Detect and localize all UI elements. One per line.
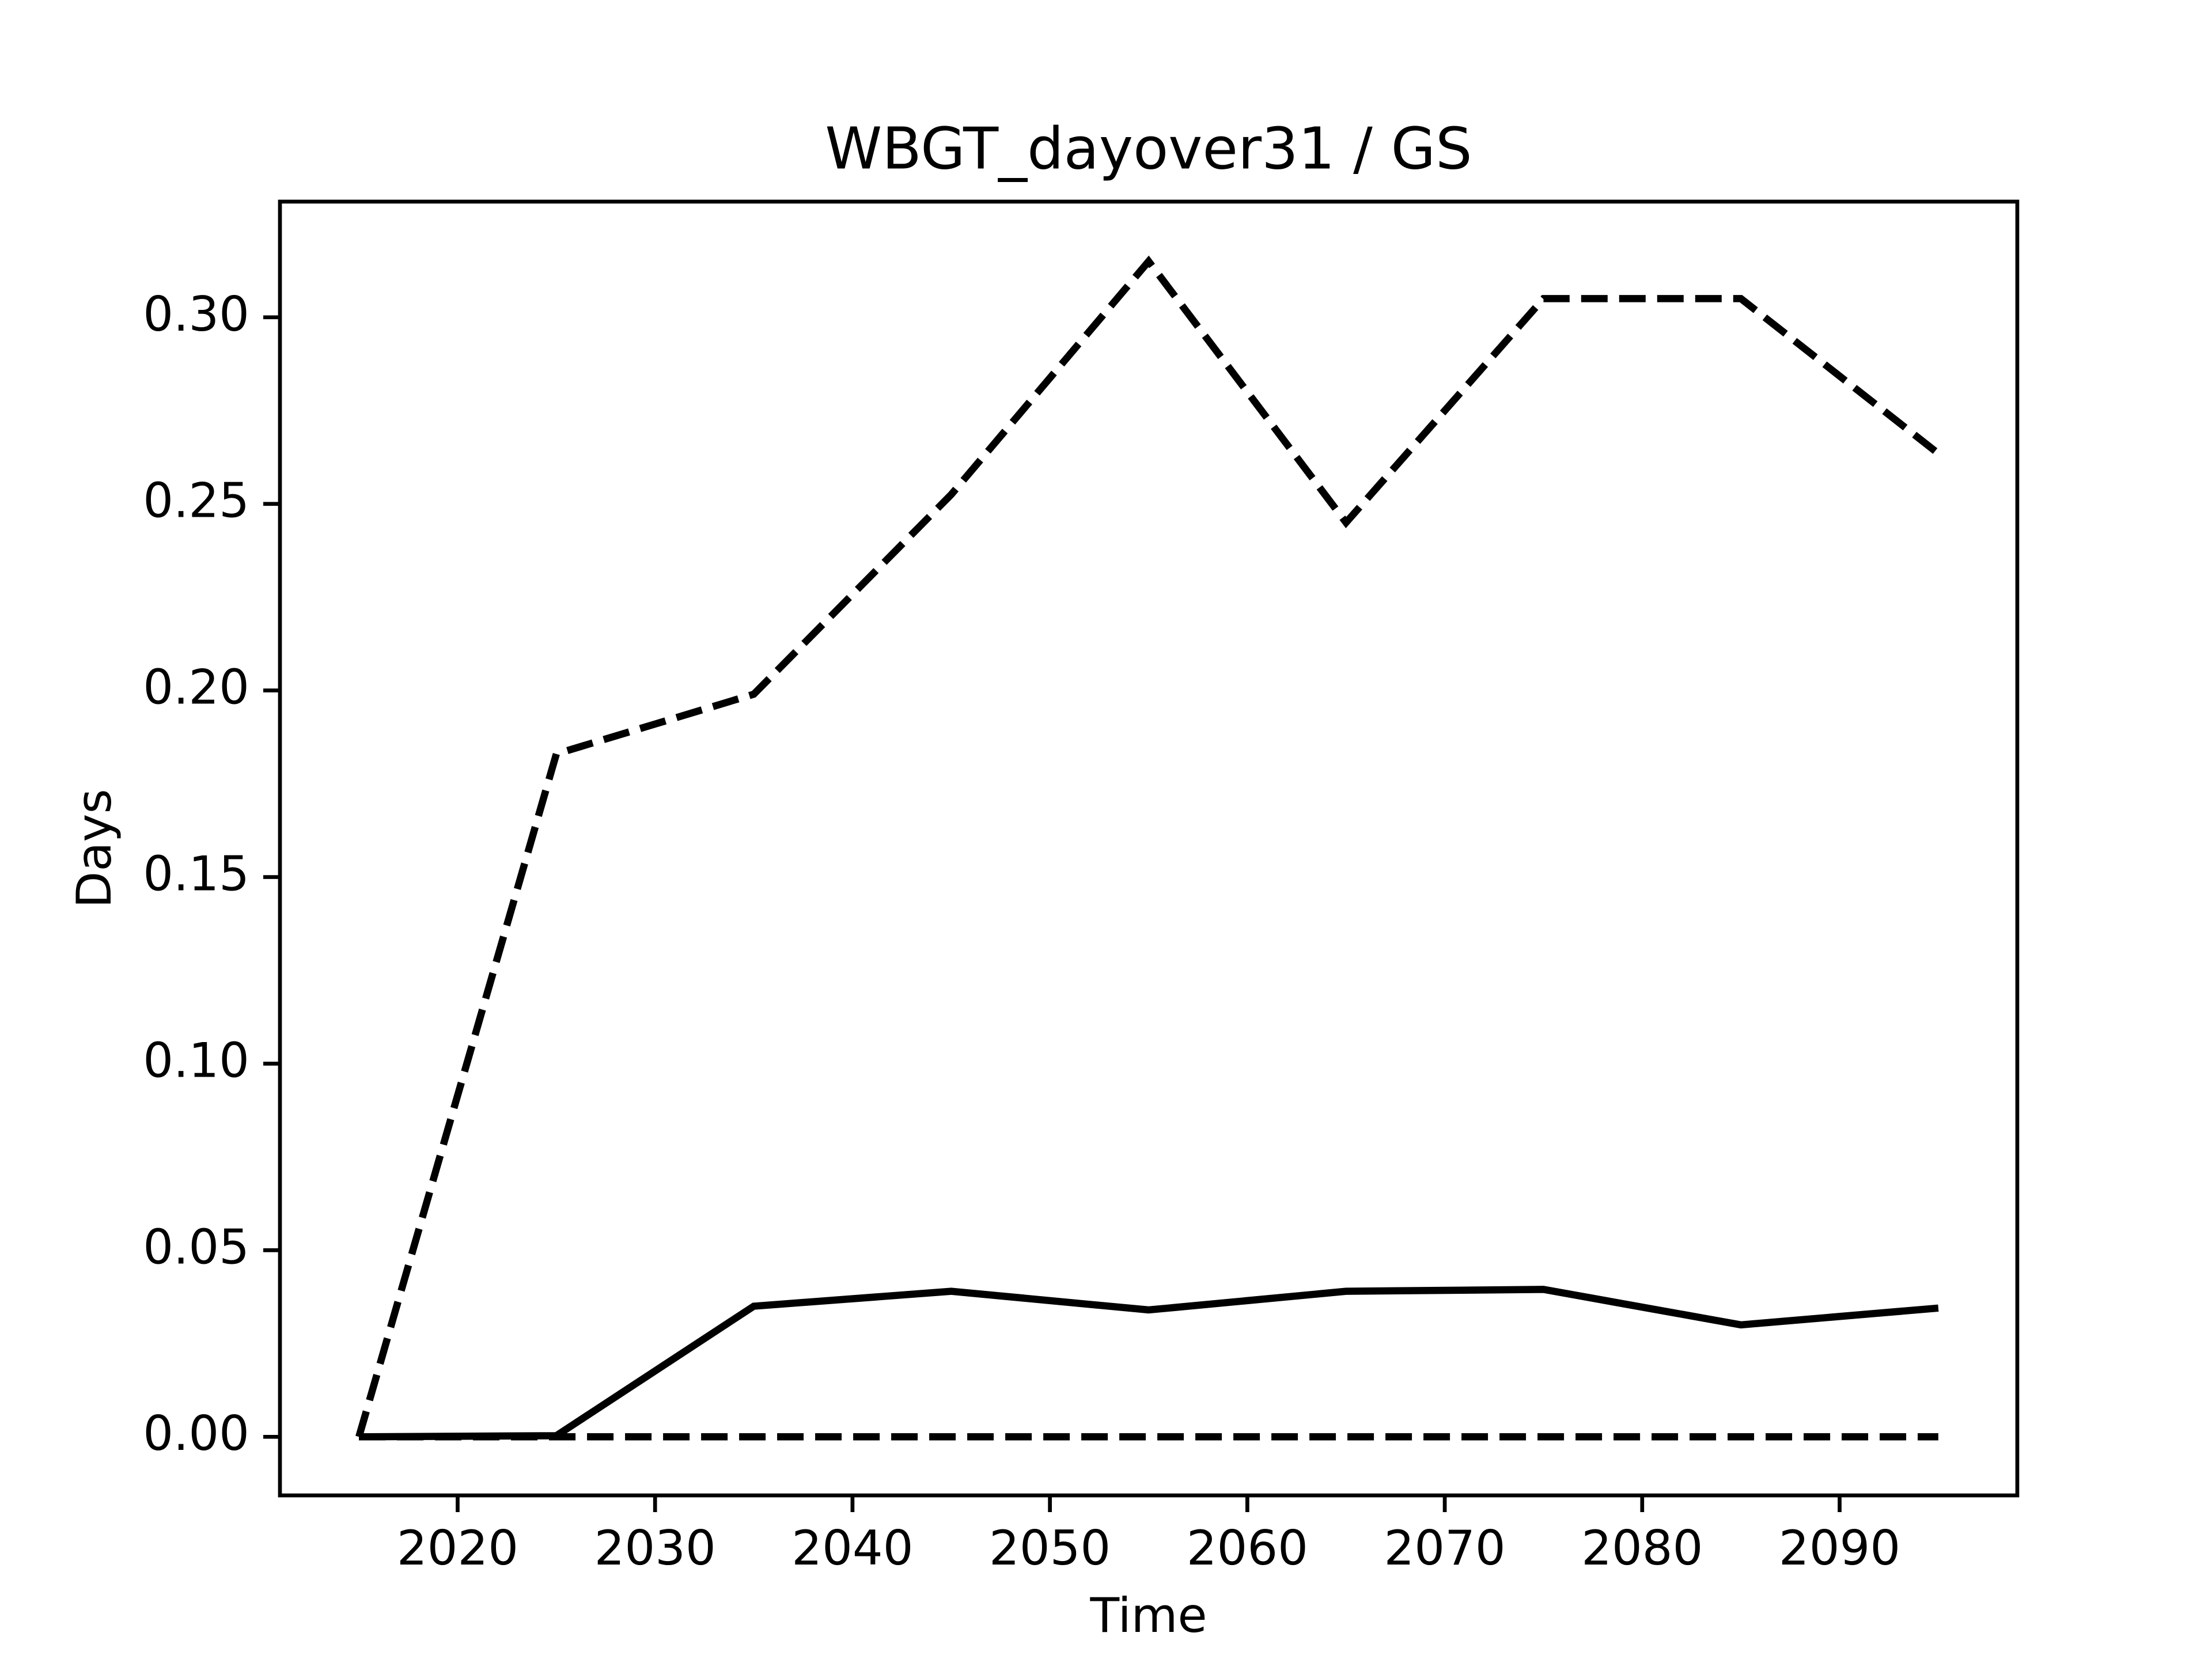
x-tick-label: 2070 xyxy=(1384,1520,1505,1576)
x-tick-label: 2020 xyxy=(397,1520,518,1576)
plot-frame xyxy=(278,199,2020,1498)
x-tick-label: 2030 xyxy=(594,1520,716,1576)
x-tick-label: 2090 xyxy=(1779,1520,1900,1576)
x-axis-label: Time xyxy=(1089,1588,1207,1643)
y-tick-label: 0.00 xyxy=(143,1406,249,1461)
x-tick-label: 2040 xyxy=(791,1520,913,1576)
chart-title: WBGT_dayover31 / GS xyxy=(825,115,1472,182)
x-tick-label: 2060 xyxy=(1187,1520,1308,1576)
y-tick-label: 0.20 xyxy=(143,660,249,715)
y-tick-label: 0.05 xyxy=(143,1219,249,1275)
y-tick-label: 0.15 xyxy=(143,846,249,902)
y-tick-label: 0.10 xyxy=(143,1032,249,1088)
x-tick-label: 2050 xyxy=(989,1520,1111,1576)
x-tick-label: 2080 xyxy=(1581,1520,1703,1576)
y-axis-label: Days xyxy=(66,789,122,908)
data-line xyxy=(355,255,1941,1438)
data-line xyxy=(359,1286,1939,1441)
y-tick-label: 0.25 xyxy=(143,473,249,529)
y-tick-label: 0.30 xyxy=(143,286,249,342)
